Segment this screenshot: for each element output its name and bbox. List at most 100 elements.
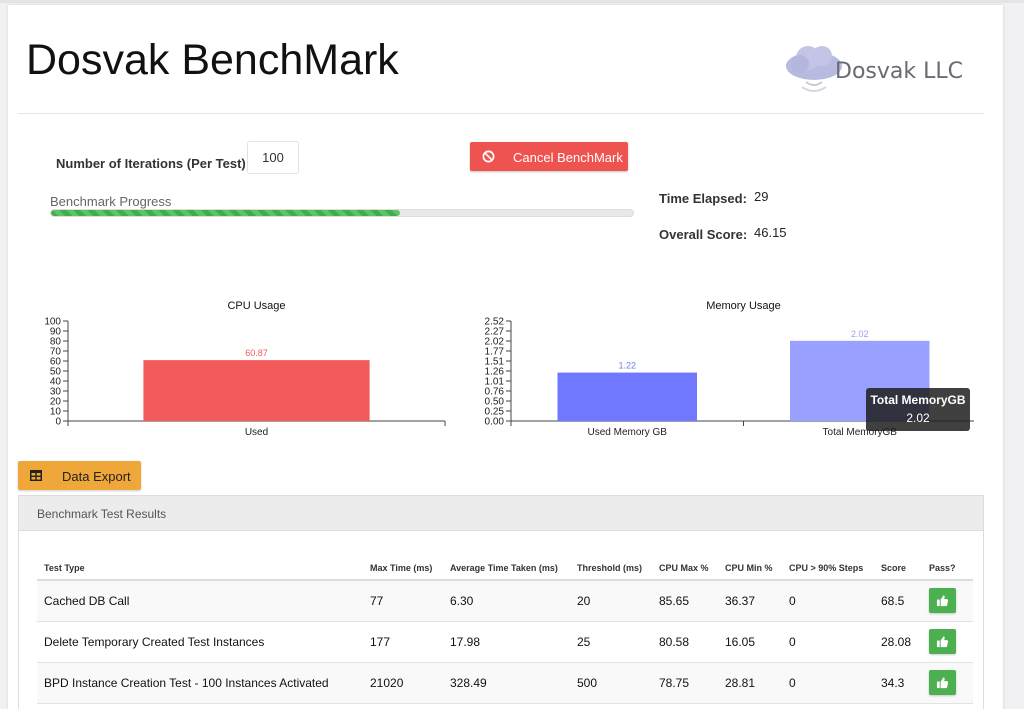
table-cell: 78.75 [652, 662, 718, 704]
cloud-logo-icon [786, 46, 842, 92]
thumbs-up-icon [936, 595, 949, 607]
table-icon [30, 470, 42, 481]
overall-score-value: 46.15 [754, 225, 787, 240]
y-tick-label: 2.52 [485, 317, 505, 328]
pass-cell [922, 580, 973, 622]
x-tick-label: Used [245, 427, 268, 438]
table-cell: 21020 [363, 662, 443, 704]
table-cell: Cached DB Call [37, 580, 363, 622]
table-cell: 17.98 [443, 621, 570, 663]
y-tick-label: 70 [50, 347, 62, 358]
table-cell: Delete Temporary Created Test Instances [37, 621, 363, 663]
column-header: Threshold (ms) [570, 556, 652, 581]
y-tick-label: 0.00 [485, 417, 505, 428]
data-export-button[interactable]: Data Export [18, 461, 141, 490]
progress-label: Benchmark Progress [50, 194, 172, 209]
y-tick-label: 10 [50, 407, 62, 418]
column-header: CPU Min % [718, 556, 782, 581]
chart-title: Memory Usage [706, 300, 781, 312]
column-header: Score [874, 556, 922, 581]
cancel-benchmark-button[interactable]: Cancel BenchMark [470, 142, 628, 171]
table-cell: 25 [570, 621, 652, 663]
data-export-label: Data Export [62, 469, 131, 484]
thumbs-up-icon [936, 677, 949, 689]
table-cell: 36.37 [718, 580, 782, 622]
column-header: CPU > 90% Steps [782, 556, 874, 581]
column-header: CPU Max % [652, 556, 718, 581]
logo-text: Dosvak LLC [835, 59, 963, 84]
tooltip-value: 2.02 [906, 411, 930, 425]
progress-bar [50, 209, 634, 217]
y-tick-label: 1.01 [485, 377, 505, 388]
table-cell: 0 [782, 580, 874, 622]
y-tick-label: 0.50 [485, 397, 505, 408]
table-row: Cached DB Call 77 6.30 20 85.65 36.37 0 68.5 [37, 580, 973, 622]
table-cell: 20 [570, 580, 652, 622]
table-cell: 16.05 [718, 621, 782, 663]
window-top-border [0, 0, 1024, 3]
y-tick-label: 20 [50, 397, 62, 408]
iterations-input[interactable] [247, 141, 299, 174]
results-table: Test Type Max Time (ms) Average Time Tak… [37, 556, 973, 704]
header-divider [18, 113, 984, 114]
ban-icon [482, 150, 495, 163]
table-cell: 80.58 [652, 621, 718, 663]
table-cell: 77 [363, 580, 443, 622]
y-tick-label: 90 [50, 327, 62, 338]
chart-tooltip: Total MemoryGB 2.02 [866, 388, 970, 431]
data-label: 60.87 [245, 348, 268, 358]
column-header: Pass? [922, 556, 973, 581]
table-cell: 28.08 [874, 621, 922, 663]
table-cell: 177 [363, 621, 443, 663]
pass-cell [922, 621, 973, 663]
page-title: Dosvak BenchMark [26, 36, 399, 84]
column-header: Max Time (ms) [363, 556, 443, 581]
y-tick-label: 80 [50, 337, 62, 348]
pass-button[interactable] [929, 670, 956, 695]
cpu-usage-chart: CPU Usage 100 90 80 70 60 50 40 30 20 10 0 60.87 Used [40, 294, 450, 444]
data-label: 2.02 [851, 329, 869, 339]
results-panel-title: Benchmark Test Results [19, 496, 983, 531]
chart-title: CPU Usage [227, 300, 285, 312]
thumbs-up-icon [936, 636, 949, 648]
y-tick-label: 1.51 [485, 357, 505, 368]
y-tick-label: 40 [50, 377, 62, 388]
y-tick-label: 2.27 [485, 327, 505, 338]
y-tick-label: 0 [55, 417, 61, 428]
y-tick-label: 50 [50, 367, 62, 378]
pass-button[interactable] [929, 629, 956, 654]
table-cell: 68.5 [874, 580, 922, 622]
data-label: 1.22 [618, 361, 636, 371]
results-panel: Benchmark Test Results [18, 495, 984, 709]
y-tick-label: 30 [50, 387, 62, 398]
bar [143, 360, 370, 421]
x-tick-label: Total MemoryGB [823, 427, 898, 438]
column-header: Test Type [37, 556, 363, 581]
table-header-row: Test Type Max Time (ms) Average Time Tak… [37, 556, 973, 581]
time-elapsed-label: Time Elapsed: [659, 191, 747, 206]
table-cell: 0 [782, 621, 874, 663]
table-cell: 28.81 [718, 662, 782, 704]
y-tick-label: 60 [50, 357, 62, 368]
pass-cell [922, 662, 973, 704]
table-cell: 34.3 [874, 662, 922, 704]
pass-button[interactable] [929, 588, 956, 614]
y-tick-label: 100 [44, 317, 61, 328]
table-row: Delete Temporary Created Test Instances 1… [37, 621, 973, 663]
column-header: Average Time Taken (ms) [443, 556, 570, 581]
table-cell: 85.65 [652, 580, 718, 622]
table-row: BPD Instance Creation Test - 100 Instanc… [37, 662, 973, 704]
table-cell: BPD Instance Creation Test - 100 Instanc… [37, 662, 363, 704]
cancel-benchmark-label: Cancel BenchMark [513, 150, 623, 165]
y-tick-label: 1.77 [485, 347, 505, 358]
y-tick-label: 0.25 [485, 407, 505, 418]
iterations-label: Number of Iterations (Per Test) [56, 156, 246, 171]
table-cell: 0 [782, 662, 874, 704]
tooltip-title: Total MemoryGB [870, 393, 965, 407]
table-cell: 328.49 [443, 662, 570, 704]
table-cell: 500 [570, 662, 652, 704]
table-cell: 6.30 [443, 580, 570, 622]
bar [557, 372, 697, 421]
progress-bar-fill [51, 210, 401, 216]
tooltip-box [866, 388, 970, 431]
